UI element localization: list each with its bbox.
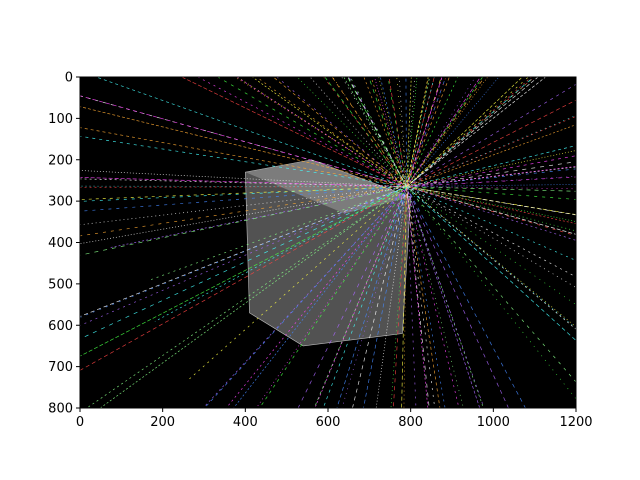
y-tick-label: 100 bbox=[48, 112, 73, 127]
radial-line bbox=[370, 77, 407, 187]
y-tick-label: 0 bbox=[65, 71, 73, 86]
radial-line bbox=[406, 77, 435, 187]
radial-line bbox=[406, 186, 576, 328]
radial-line bbox=[406, 77, 523, 187]
radial-line bbox=[80, 178, 407, 187]
y-tick-label: 400 bbox=[48, 236, 73, 251]
radial-line bbox=[313, 186, 407, 408]
radial-line bbox=[406, 77, 535, 187]
y-tick-label: 200 bbox=[48, 153, 73, 168]
radial-line bbox=[80, 186, 407, 256]
radial-line bbox=[406, 145, 576, 187]
radial-line bbox=[406, 124, 576, 187]
radial-line bbox=[109, 186, 407, 249]
radial-line bbox=[336, 186, 407, 408]
radial-line bbox=[378, 77, 407, 187]
radial-line bbox=[309, 77, 407, 187]
x-tick-label: 0 bbox=[76, 415, 84, 430]
radial-line bbox=[324, 77, 407, 187]
radial-line bbox=[80, 186, 407, 357]
x-tick-label: 1200 bbox=[559, 415, 592, 430]
x-tick-label: 600 bbox=[316, 415, 341, 430]
radial-line bbox=[406, 186, 576, 232]
radial-line bbox=[406, 186, 576, 278]
radial-line bbox=[80, 186, 407, 340]
x-tick-label: 800 bbox=[398, 415, 423, 430]
x-tick-label: 200 bbox=[150, 415, 175, 430]
radial-line bbox=[406, 186, 576, 200]
radial-line bbox=[406, 186, 576, 341]
radial-line bbox=[406, 155, 576, 187]
y-tick-label: 500 bbox=[48, 277, 73, 292]
computer-case-top bbox=[245, 159, 411, 214]
y-tick-label: 300 bbox=[48, 195, 73, 210]
radial-line bbox=[406, 77, 447, 187]
radial-line bbox=[406, 77, 430, 187]
radial-line bbox=[406, 186, 576, 216]
radial-line bbox=[80, 127, 407, 187]
radial-line bbox=[406, 186, 430, 408]
radial-line bbox=[406, 77, 529, 187]
radial-line bbox=[80, 186, 407, 371]
y-tick-label: 800 bbox=[48, 402, 73, 417]
radial-line bbox=[406, 77, 547, 187]
radial-line bbox=[406, 77, 486, 187]
radial-line bbox=[406, 166, 576, 187]
radial-line bbox=[272, 77, 407, 187]
radial-line bbox=[406, 186, 576, 400]
radial-line bbox=[406, 186, 436, 408]
radial-line bbox=[186, 186, 407, 382]
radial-line bbox=[256, 77, 407, 187]
radial-line bbox=[255, 186, 407, 408]
radial-line bbox=[406, 186, 417, 408]
radial-line bbox=[204, 186, 407, 408]
radial-line bbox=[80, 186, 407, 200]
y-tick-label: 600 bbox=[48, 319, 73, 334]
radial-line bbox=[236, 77, 407, 187]
radial-line bbox=[322, 186, 407, 408]
radial-line bbox=[80, 177, 407, 187]
radial-line bbox=[406, 77, 481, 187]
radial-line bbox=[388, 77, 407, 187]
radial-line bbox=[406, 186, 576, 192]
radial-line bbox=[80, 186, 407, 317]
radial-line bbox=[99, 186, 407, 408]
radial-line bbox=[352, 186, 407, 408]
y-tick-label: 700 bbox=[48, 360, 73, 375]
radial-line bbox=[314, 186, 407, 408]
radial-line bbox=[406, 77, 539, 187]
radial-line bbox=[276, 77, 407, 187]
radial-line bbox=[233, 186, 407, 408]
radial-line bbox=[406, 186, 446, 408]
x-tick-label: 400 bbox=[233, 415, 258, 430]
radial-line bbox=[406, 115, 576, 187]
radial-line bbox=[80, 186, 407, 237]
x-tick-label: 1000 bbox=[477, 415, 510, 430]
radial-line bbox=[80, 186, 407, 212]
radial-line bbox=[180, 77, 407, 187]
radial-line bbox=[86, 186, 407, 408]
radial-line bbox=[406, 186, 484, 408]
radial-line bbox=[406, 186, 441, 408]
